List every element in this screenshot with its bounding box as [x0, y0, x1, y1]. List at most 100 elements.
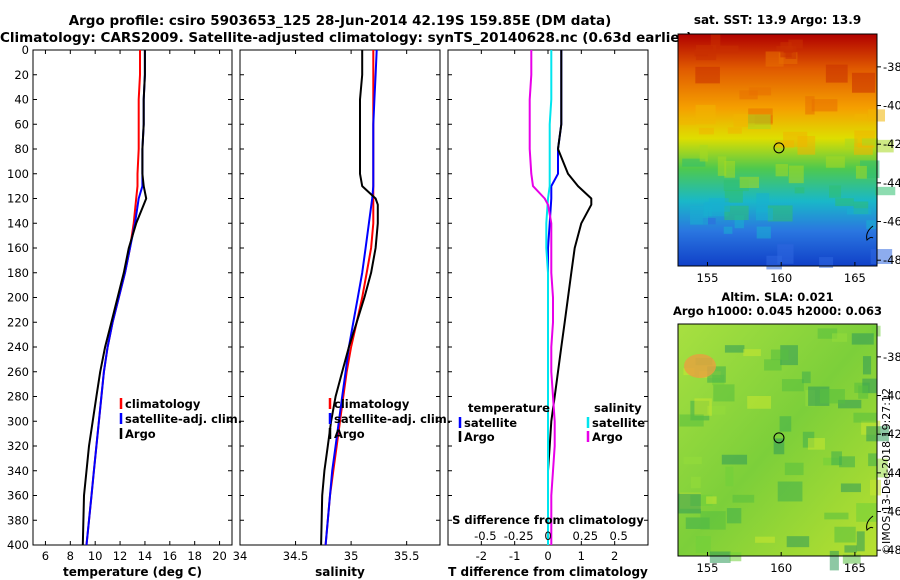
map-texture-cell [710, 34, 721, 46]
map-texture-cell [747, 395, 772, 409]
x-tick-label: 2 [611, 549, 618, 563]
map-texture-cell [866, 220, 876, 230]
map-texture-cell [704, 201, 731, 212]
map-texture-cell [723, 226, 733, 234]
x-tick-label: 34.5 [283, 549, 309, 563]
map-texture-cell [838, 399, 862, 409]
figure-title-line1: Argo profile: csiro 5903653_125 28-Jun-2… [68, 13, 612, 29]
map-texture-cell [713, 45, 739, 54]
map-texture-cell [871, 325, 881, 337]
map-texture-cell [755, 536, 775, 543]
argo-position-marker [773, 432, 785, 444]
map-texture-cell [690, 476, 701, 489]
map-texture-cell [724, 189, 743, 203]
map-texture-cell [846, 208, 872, 215]
map-texture-cell [861, 138, 878, 146]
map-texture-cell [682, 158, 706, 167]
series-line-temperature-argo [547, 50, 593, 545]
map-x-tick-label: 155 [697, 271, 719, 285]
map-texture-cell [811, 99, 838, 112]
map-texture-cell [829, 550, 839, 571]
x-tick-label: 10 [88, 549, 103, 563]
difference-top-tick-label: -0.25 [504, 529, 534, 543]
depth-tick-label: 180 [7, 266, 29, 280]
map-texture-cell [709, 551, 731, 563]
map-texture-cell [743, 349, 761, 357]
map-texture-cell [805, 96, 815, 115]
temperature-panel: 0 20 40 60 80 100 120 140 160 180 200 220 240 260 280 3… [7, 43, 242, 579]
map-texture-cell [817, 328, 838, 339]
series-line-salinity-satellite [545, 50, 553, 545]
map-texture-cell [773, 438, 785, 455]
map-texture-cell [856, 531, 865, 552]
map-texture-cell [700, 511, 726, 530]
depth-tick-label: 160 [7, 241, 29, 255]
map-texture-cell [875, 139, 894, 153]
map-texture-cell [819, 389, 845, 404]
map-texture-cell [831, 451, 842, 466]
x-tick-label: 1 [578, 549, 585, 563]
map-texture-cell [777, 244, 794, 264]
map-texture-cell [819, 257, 834, 268]
map-texture-cell [717, 156, 727, 176]
x-tick-label: 14 [138, 549, 153, 563]
depth-tick-label: 0 [22, 43, 29, 57]
map-texture-cell [794, 187, 805, 194]
depth-tick-label: 140 [7, 216, 29, 230]
map-x-tick-label: 165 [844, 561, 866, 575]
x-tick-label: 0 [544, 549, 551, 563]
temperature-frame [32, 49, 233, 546]
map-texture-cell [855, 165, 867, 179]
map-texture-cell [699, 144, 708, 162]
series-line-argo [320, 50, 379, 546]
x-tick-label: 34 [233, 549, 248, 563]
map-texture-cell [724, 205, 749, 221]
map-texture-cell [779, 416, 792, 432]
depth-tick-label: 380 [7, 513, 29, 527]
legend-label: satellite-adj. clim. [125, 412, 242, 426]
map-texture-cell [788, 165, 804, 184]
map-texture-cell [679, 414, 704, 427]
map-texture-cell [702, 218, 716, 225]
salinity-frame [239, 49, 441, 546]
map-texture-cell [825, 64, 848, 83]
coastline [866, 515, 874, 531]
map-texture-cell [732, 494, 755, 503]
map-texture-cell [839, 456, 855, 468]
map-texture-cell [777, 481, 803, 502]
map-x-tick-label: 165 [844, 271, 866, 285]
difference-panel: -2 -1 0 1 2 T difference from climatology S di… [447, 49, 649, 579]
map-texture-cell [725, 466, 734, 487]
depth-tick-label: 200 [7, 291, 29, 305]
salinity-xlabel: salinity [315, 565, 365, 579]
map-y-tick-label: -48 [883, 253, 900, 267]
map-texture-cell [695, 104, 716, 125]
sla_map-panel: 155 160 165 -38 -40 -42 -44 -46 -48 Altim. SLA: 0… [673, 290, 900, 575]
depth-tick-label: 260 [7, 365, 29, 379]
map-texture-cell [784, 462, 804, 476]
timestamp-stamp: ©IMOS 13-Dec-2018 19:27:12 [880, 388, 893, 555]
legend-label: Argo [125, 427, 156, 441]
sla_map-frame [677, 323, 878, 557]
sst_map-frame [677, 33, 878, 267]
map-texture-cell [788, 39, 803, 49]
depth-tick-label: 300 [7, 414, 29, 428]
map-texture-cell [695, 66, 720, 84]
difference-top-tick-label: -0.5 [474, 529, 496, 543]
map-texture-cell [724, 345, 745, 353]
map-texture-cell [764, 359, 782, 371]
map-texture-cell [724, 160, 736, 178]
map-y-tick-label: -40 [883, 389, 900, 403]
map-texture-cell [832, 333, 848, 342]
figure-title-line2: Climatology: CARS2009. Satellite-adjuste… [0, 30, 693, 46]
map-texture-cell [824, 512, 849, 520]
x-tick-label: -1 [509, 549, 520, 563]
map-texture-cell [854, 113, 868, 121]
sst-map-title: sat. SST: 13.9 Argo: 13.9 [694, 13, 861, 27]
map-texture-cell [679, 117, 696, 125]
legend-label: satellite [592, 416, 645, 430]
map-texture-cell [825, 156, 845, 168]
sst_map-panel: 155 160 165 -38 -40 -42 -44 -46 -48 sat. SST: 13.… [677, 13, 900, 285]
map-texture-cell [690, 494, 713, 507]
